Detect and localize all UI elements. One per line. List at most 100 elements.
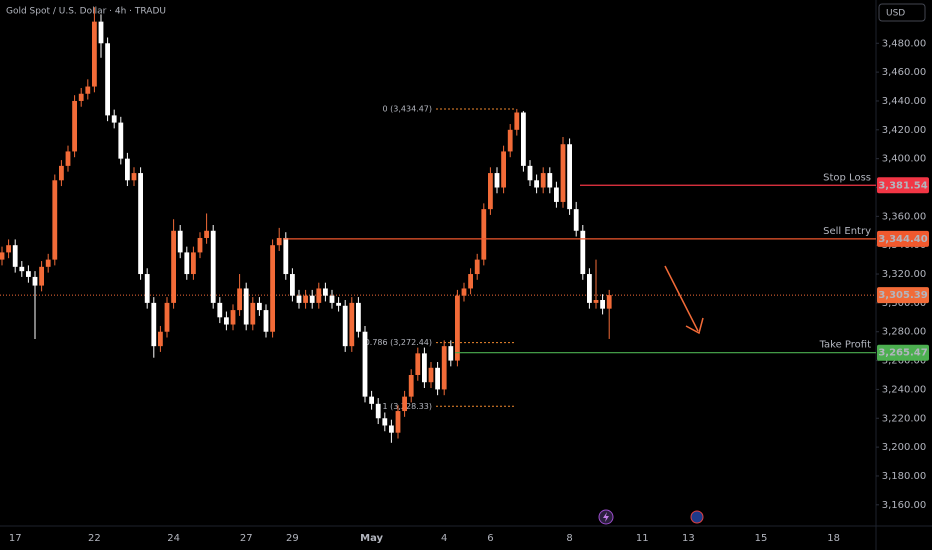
candle-body <box>349 302 355 347</box>
candle-body <box>481 209 487 260</box>
candle-body <box>39 266 44 286</box>
candle-body <box>507 129 513 152</box>
x-tick-label: 4 <box>441 533 447 544</box>
candle-body <box>105 43 110 116</box>
candle-body <box>177 230 183 253</box>
y-tick-label: 3,420.00 <box>882 125 927 136</box>
candle-body <box>85 86 91 94</box>
level-name: Take Profit <box>819 340 872 351</box>
y-tick-label: 3,240.00 <box>882 384 927 395</box>
price-tag-label: 3,344.40 <box>878 234 927 245</box>
candle-body <box>72 100 77 152</box>
y-tick-label: 3,460.00 <box>882 67 927 78</box>
candle-body <box>342 305 348 347</box>
candle-body <box>468 274 473 289</box>
price-tag <box>877 230 929 247</box>
candle-body <box>474 259 480 275</box>
candle-body <box>382 418 388 426</box>
y-tick-label: 3,320.00 <box>882 269 927 280</box>
candle-body <box>567 144 572 210</box>
candle-body <box>540 173 546 188</box>
candle-body <box>125 158 130 181</box>
candle-body <box>144 274 150 303</box>
fib-label: 0 (3,434.47) <box>383 104 433 113</box>
arrow-shaft <box>664 265 699 332</box>
candle-body <box>224 317 229 325</box>
candle-body <box>408 375 414 397</box>
candle-body <box>560 144 566 202</box>
candle-body <box>138 173 143 275</box>
event-icon[interactable] <box>690 510 704 524</box>
candle-body <box>461 288 467 296</box>
candle-body <box>184 252 190 275</box>
y-tick-label: 3,440.00 <box>882 96 927 107</box>
candle-body <box>290 274 295 296</box>
candle-body <box>323 288 328 296</box>
candle-body <box>356 302 361 332</box>
y-tick-label: 3,480.00 <box>882 38 927 49</box>
y-tick-label: 3,260.00 <box>882 356 927 367</box>
candle-body <box>441 346 447 390</box>
candle-body <box>422 353 427 383</box>
candles <box>0 7 612 443</box>
candle-body <box>402 396 407 412</box>
x-tick-label: 24 <box>167 533 180 544</box>
fib-label: 0.786 (3,272.44) <box>365 338 432 347</box>
candle-body <box>362 331 368 397</box>
candle-body <box>210 230 216 303</box>
x-tick-label: 13 <box>682 533 695 544</box>
fib-retracement: 0 (3,434.47) 0.786 (3,272.44) 1 (3,228.33) <box>365 104 514 411</box>
x-tick-label: 15 <box>755 533 768 544</box>
candle-body <box>435 367 440 390</box>
candle-body <box>554 187 559 202</box>
x-tick-label: 27 <box>240 533 253 544</box>
candle-body <box>580 230 586 275</box>
candle-body <box>276 237 282 246</box>
price-tag <box>877 287 929 304</box>
candle-body <box>448 346 454 361</box>
candle-body <box>257 302 262 311</box>
price-tag <box>877 177 929 194</box>
candle-body <box>270 245 275 332</box>
candle-body <box>118 122 124 159</box>
candle-body <box>369 396 374 404</box>
candle-body <box>283 237 289 275</box>
level-name: Sell Entry <box>823 226 871 237</box>
y-tick-label: 3,180.00 <box>882 471 927 482</box>
price-tag-label: 3,265.47 <box>878 348 927 359</box>
candle-body <box>65 151 71 166</box>
candle-body <box>12 245 18 267</box>
candle-body <box>59 165 64 181</box>
candle-body <box>527 165 533 181</box>
candle-body <box>303 295 308 303</box>
candle-body <box>45 259 51 267</box>
y-tick-label: 3,160.00 <box>882 500 927 511</box>
candle-body <box>375 403 381 419</box>
y-tick-label: 3,300.00 <box>882 298 927 309</box>
fib-label: 1 (3,228.33) <box>383 402 433 411</box>
forecast-arrow <box>664 265 704 335</box>
x-tick-label: 17 <box>9 533 22 544</box>
candle-body <box>316 288 322 303</box>
candle-body <box>514 112 520 130</box>
currency-box[interactable] <box>878 3 926 22</box>
x-tick-label: 11 <box>636 533 649 544</box>
y-tick-label: 3,280.00 <box>882 327 927 338</box>
candle-body <box>501 151 506 188</box>
candle-body <box>309 295 315 303</box>
candle-body <box>488 173 493 210</box>
candle-body <box>171 230 176 303</box>
candle-body <box>494 173 500 188</box>
y-tick-label: 3,200.00 <box>882 442 927 453</box>
candle-body <box>98 21 104 44</box>
x-tick-label: May <box>360 533 383 544</box>
price-tag <box>877 344 929 361</box>
x-tick-label: 6 <box>487 533 493 544</box>
candle-body <box>296 295 302 303</box>
candle-body <box>158 331 163 347</box>
arrow-head <box>685 317 704 335</box>
x-tick-label: 29 <box>286 533 299 544</box>
